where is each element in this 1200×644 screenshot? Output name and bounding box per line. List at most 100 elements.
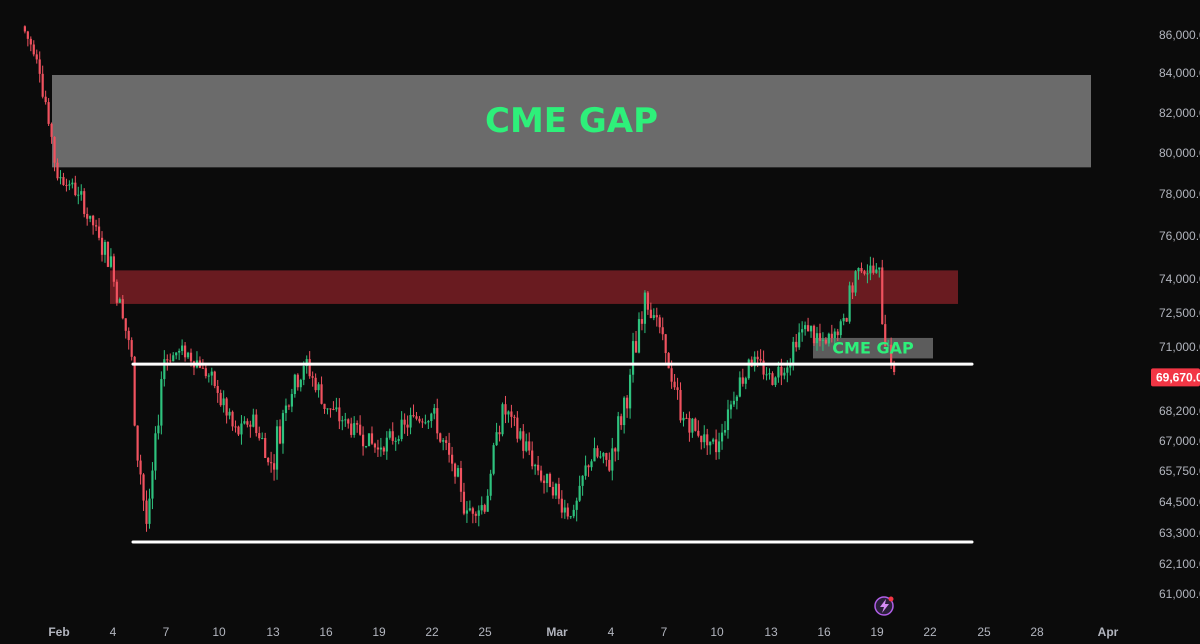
candle-body (50, 123, 53, 137)
candle-body (688, 418, 691, 433)
candle-body (178, 350, 181, 353)
candle-body (175, 352, 178, 356)
candle-body (320, 384, 323, 404)
candle-body (376, 447, 380, 450)
candle-body (439, 433, 442, 442)
candle-body (456, 468, 460, 477)
candle-body (240, 423, 243, 435)
candle-body (694, 418, 697, 431)
candle-body (255, 414, 258, 434)
candle-body (611, 448, 614, 471)
time-tick-label: Apr (1098, 625, 1119, 639)
candle-body (418, 418, 421, 422)
candle-body (768, 373, 771, 375)
candle-body (649, 309, 652, 319)
candle-body (448, 442, 451, 455)
candle-body (32, 44, 35, 55)
candle-body (379, 447, 382, 450)
candle-body (201, 367, 204, 369)
candle-body (186, 352, 190, 358)
candle-body (504, 404, 507, 415)
candle-body (359, 424, 362, 435)
candle-body (391, 431, 394, 441)
candle-body (302, 366, 305, 380)
zone-2 (813, 337, 933, 359)
candle-body (471, 508, 474, 514)
candle-body (715, 439, 718, 453)
time-tick-label: 16 (319, 625, 333, 639)
candle-body (436, 408, 439, 434)
candle-body (528, 441, 531, 451)
candle-body (400, 419, 403, 440)
candle-body (86, 213, 89, 219)
candle-body (581, 475, 584, 486)
candle-body (157, 425, 160, 434)
candle-body (809, 325, 813, 332)
candle-body (433, 408, 436, 414)
candle-body (792, 341, 795, 364)
candle-body (842, 318, 845, 322)
zone-labels-layer: CME GAP CME GAP (485, 101, 914, 358)
candle-body (685, 417, 688, 419)
time-axis[interactable] (0, 618, 1200, 644)
candle-body (338, 407, 341, 422)
price-tick-label: 86,000.0 (1159, 28, 1200, 42)
candle-body (575, 500, 578, 510)
candle-body (207, 375, 210, 377)
candle-body (68, 184, 71, 186)
candle-body (311, 376, 314, 378)
candle-body (495, 432, 498, 446)
candle-body (833, 331, 836, 339)
candle-body (602, 453, 605, 457)
price-axis[interactable] (1147, 0, 1200, 644)
candle-body (459, 468, 463, 492)
candle-body (373, 443, 377, 448)
candle-body (287, 405, 291, 407)
candle-body (507, 411, 510, 415)
candle-body (845, 318, 848, 322)
candle-body (646, 292, 649, 310)
candle-body (584, 465, 587, 476)
candle-body (121, 299, 124, 319)
candle-body (878, 267, 881, 270)
candle-body (249, 424, 252, 427)
candle-body (154, 433, 157, 471)
candle-body (293, 374, 296, 395)
candle-body (243, 421, 246, 424)
candle-body (388, 431, 391, 438)
candle-body (403, 419, 406, 425)
candle-body (74, 182, 77, 196)
candle-body (795, 341, 798, 348)
candle-body (115, 281, 118, 303)
candle-body (130, 340, 133, 357)
candle-body (664, 334, 667, 354)
candle-body (210, 371, 213, 376)
candle-body (38, 59, 41, 74)
price-tick-label: 84,000.0 (1159, 66, 1200, 80)
time-tick-label: 22 (425, 625, 439, 639)
candle-body (94, 225, 98, 227)
candle-body (480, 505, 483, 511)
time-tick-label: 25 (977, 625, 991, 639)
candle-body (56, 162, 59, 179)
candle-body (566, 507, 569, 517)
candle-body (676, 387, 679, 390)
candle-body (356, 423, 359, 425)
lightning-bolt-icon[interactable] (874, 596, 894, 616)
candle-body (501, 404, 504, 435)
candle-body (741, 377, 744, 384)
candle-body (234, 426, 237, 428)
candle-body (596, 448, 599, 457)
candle-body (697, 430, 700, 436)
candle-body (474, 513, 477, 516)
candle-body (278, 426, 282, 444)
candle-body (851, 285, 854, 293)
candle-body (71, 182, 74, 185)
candle-body (364, 446, 368, 448)
candle-body (554, 483, 558, 496)
candle-body (314, 377, 317, 391)
candle-body (53, 136, 56, 163)
candle-body (183, 345, 187, 358)
candle-body (634, 341, 638, 353)
